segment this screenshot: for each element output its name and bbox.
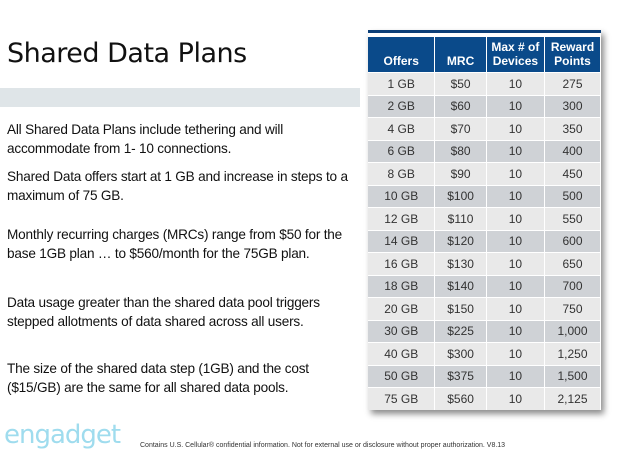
table-cell: 350 [544, 117, 601, 140]
table-row: 75 GB $560 10 2,125 [368, 387, 601, 410]
table-cell: 10 [486, 274, 546, 298]
table-cell: 40 GB [368, 342, 436, 365]
table-row: 40 GB $300 10 1,250 [368, 342, 601, 365]
table-cell: 75 GB [368, 387, 436, 410]
engadget-watermark: engadget [4, 420, 121, 450]
table-row: 14 GB $120 10 600 [368, 229, 601, 253]
header-row: Offers MRC Max # of Devices Reward Points [368, 37, 601, 73]
table-row: 8 GB $90 10 450 [368, 162, 601, 185]
table-row: 18 GB $140 10 700 [368, 274, 601, 298]
table-cell: $80 [434, 139, 487, 163]
confidential-footer: Contains U.S. Cellular® confidential inf… [140, 442, 506, 449]
table-cell: 700 [544, 274, 601, 298]
table-row: 12 GB $110 10 550 [368, 207, 601, 230]
slide-title: Shared Data Plans [7, 38, 247, 69]
table-cell: 10 [486, 364, 546, 388]
table-cell: 1,000 [544, 319, 601, 343]
table-cell: 20 GB [368, 297, 436, 320]
table-cell: $100 [434, 184, 487, 208]
table-cell: 450 [544, 162, 601, 185]
table-cell: 10 [486, 342, 546, 365]
table-row: 1 GB $50 10 275 [368, 72, 601, 95]
table-cell: $150 [434, 297, 487, 320]
table-cell: 500 [544, 184, 601, 208]
table-cell: 10 [486, 319, 546, 343]
table-cell: $60 [434, 94, 487, 118]
table-row: 50 GB $375 10 1,500 [368, 364, 601, 388]
table-cell: 10 [486, 139, 546, 163]
table-cell: $50 [434, 72, 487, 95]
table-cell: 400 [544, 139, 601, 163]
table-row: 30 GB $225 10 1,000 [368, 319, 601, 343]
table-cell: 1 GB [368, 72, 436, 95]
table-cell: 10 [486, 387, 546, 410]
column-header: Reward Points [544, 37, 601, 73]
table-row: 2 GB $60 10 300 [368, 94, 601, 118]
bullet: All Shared Data Plans include tethering … [7, 122, 284, 156]
bullet: The size of the shared data step (1GB) a… [7, 361, 309, 395]
bullet: Shared Data offers start at 1 GB and inc… [7, 169, 348, 203]
table-cell: 2 GB [368, 94, 436, 118]
table-cell: $140 [434, 274, 487, 298]
table-cell: 10 [486, 207, 546, 230]
table-cell: 6 GB [368, 139, 436, 163]
table-cell: 30 GB [368, 319, 436, 343]
table-cell: $130 [434, 252, 487, 275]
table-cell: 14 GB [368, 229, 436, 253]
column-header: MRC [434, 37, 487, 73]
table-cell: 50 GB [368, 364, 436, 388]
table-cell: 10 [486, 72, 546, 95]
table-cell: 10 [486, 252, 546, 275]
table-row: 4 GB $70 10 350 [368, 117, 601, 140]
table-cell: $300 [434, 342, 487, 365]
header-band [0, 88, 360, 107]
table-cell: $70 [434, 117, 487, 140]
table-cell: 4 GB [368, 117, 436, 140]
table-cell: 600 [544, 229, 601, 253]
table-cell: 10 [486, 162, 546, 185]
table-cell: 8 GB [368, 162, 436, 185]
table-cell: $120 [434, 229, 487, 253]
table-cell: $375 [434, 364, 487, 388]
table-cell: 10 [486, 184, 546, 208]
table-cell: 550 [544, 207, 601, 230]
table-cell: 1,250 [544, 342, 601, 365]
table-cell: 2,125 [544, 387, 601, 410]
table-cell: 300 [544, 94, 601, 118]
table-row: 6 GB $80 10 400 [368, 139, 601, 163]
table-cell: 12 GB [368, 207, 436, 230]
bullet: Data usage greater than the shared data … [7, 295, 320, 329]
plans-table: Offers MRC Max # of Devices Reward Points 1… [368, 30, 601, 410]
column-header: Max # of Devices [486, 37, 546, 73]
table-cell: 275 [544, 72, 601, 95]
table-row: 20 GB $150 10 750 [368, 297, 601, 320]
table-top-rule [368, 30, 601, 33]
table-cell: $110 [434, 207, 487, 230]
table-cell: 650 [544, 252, 601, 275]
table-cell: 750 [544, 297, 601, 320]
table-cell: $90 [434, 162, 487, 185]
table-cell: 10 [486, 297, 546, 320]
table-cell: 1,500 [544, 364, 601, 388]
table-cell: $560 [434, 387, 487, 410]
table-cell: $225 [434, 319, 487, 343]
table-row: 10 GB $100 10 500 [368, 184, 601, 208]
table-cell: 10 [486, 229, 546, 253]
bullet: Monthly recurring charges (MRCs) range f… [7, 227, 343, 261]
table-cell: 18 GB [368, 274, 436, 298]
table-cell: 10 GB [368, 184, 436, 208]
column-header: Offers [368, 37, 436, 73]
table-cell: 10 [486, 94, 546, 118]
table-cell: 10 [486, 117, 546, 140]
table-cell: 16 GB [368, 252, 436, 275]
table-row: 16 GB $130 10 650 [368, 252, 601, 275]
